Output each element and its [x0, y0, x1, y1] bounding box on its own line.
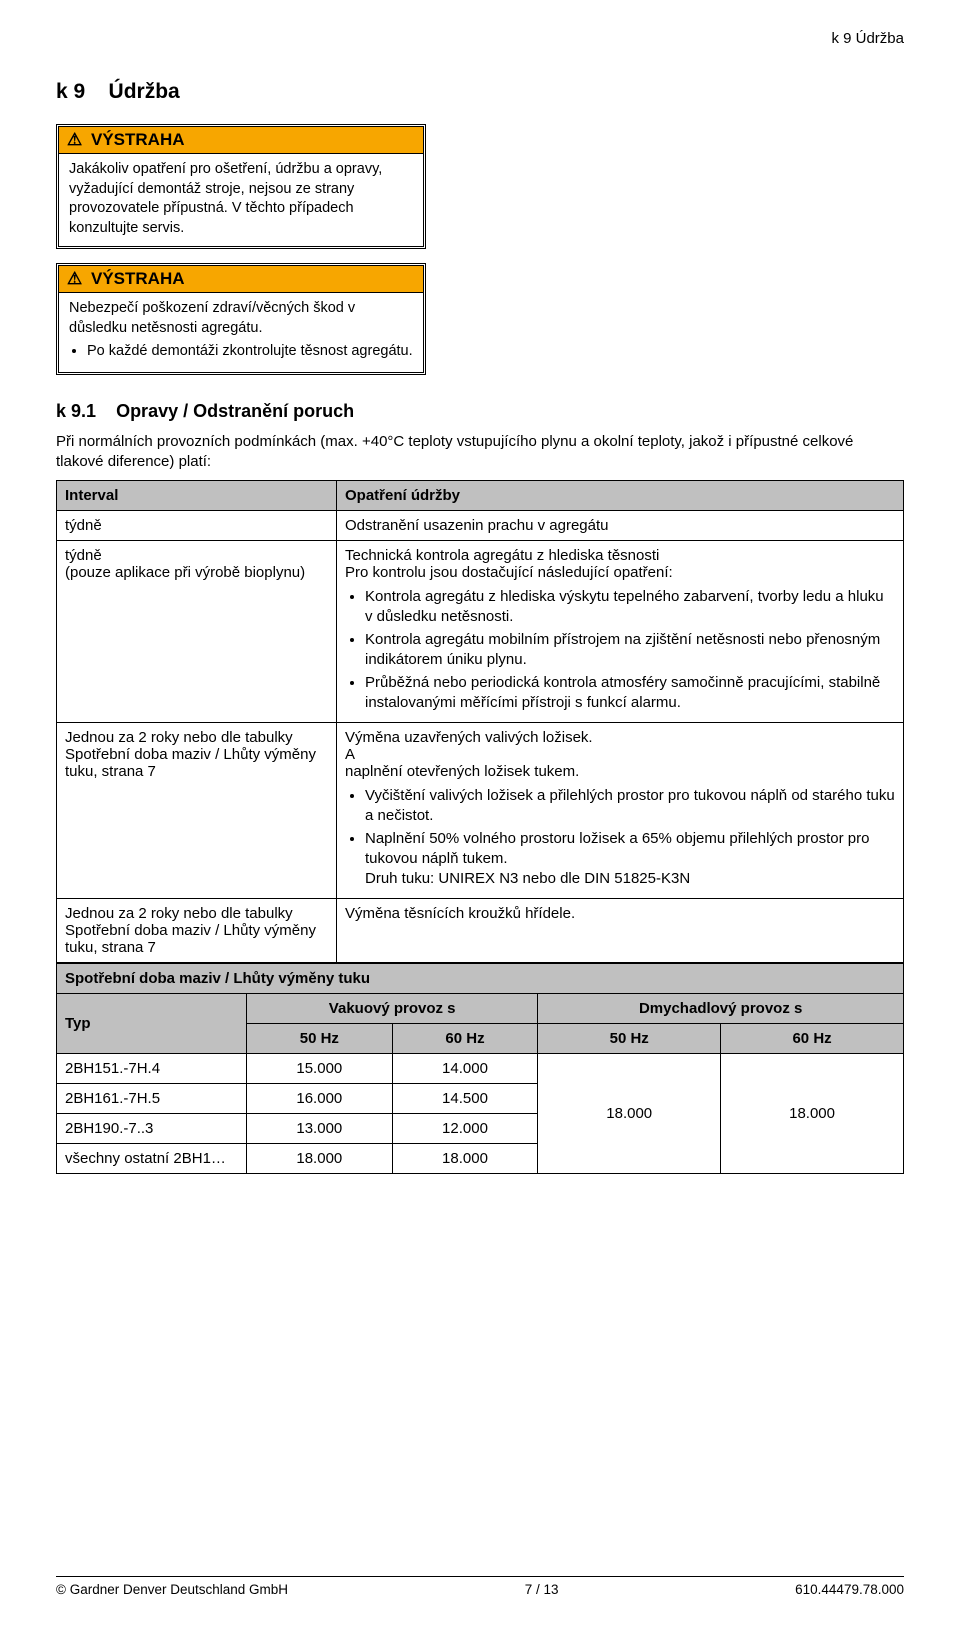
footer-left: © Gardner Denver Deutschland GmbH [56, 1582, 288, 1597]
val-cell: 16.000 [247, 1083, 393, 1113]
action-bullet: Průběžná nebo periodická kontrola atmosf… [365, 673, 895, 713]
warning-box-1: ⚠ VÝSTRAHA Jakákoliv opatření pro ošetře… [56, 124, 426, 249]
footer-center: 7 / 13 [525, 1582, 559, 1597]
table-header-row: Interval Opatření údržby [57, 481, 904, 511]
val-cell: 14.500 [392, 1083, 538, 1113]
action-cell: Odstranění usazenin prachu v agregátu [337, 511, 904, 541]
table-row: Jednou za 2 roky nebo dle tabulky Spotře… [57, 898, 904, 962]
interval-cell: Jednou za 2 roky nebo dle tabulky Spotře… [57, 898, 337, 962]
table-row: týdně (pouze aplikace při výrobě bioplyn… [57, 541, 904, 723]
hz-50: 50 Hz [247, 1023, 393, 1053]
interval-cell: týdně [57, 511, 337, 541]
interval-cell: Jednou za 2 roky nebo dle tabulky Spotře… [57, 723, 337, 899]
warning-badge: VÝSTRAHA [91, 130, 185, 149]
page-header-right: k 9 Údržba [831, 30, 904, 47]
warning-body: Nebezpečí poškození zdraví/věcných škod … [59, 293, 423, 372]
col-type: Typ [57, 993, 247, 1053]
warning-icon: ⚠ [67, 269, 82, 289]
type-cell: 2BH161.-7H.5 [57, 1083, 247, 1113]
action-bullet: Naplnění 50% volného prostoru ložisek a … [365, 829, 895, 889]
type-cell: 2BH151.-7H.4 [57, 1053, 247, 1083]
table-row: 2BH151.-7H.4 15.000 14.000 18.000 18.000 [57, 1053, 904, 1083]
footer-right: 610.44479.78.000 [795, 1582, 904, 1597]
section-num: k 9 [56, 80, 85, 103]
hz-60: 60 Hz [392, 1023, 538, 1053]
section-name: Údržba [109, 80, 180, 103]
action-lead: Pro kontrolu jsou dostačující následujíc… [345, 564, 673, 581]
grease-table: Typ Vakuový provoz s Dmychadlový provoz … [56, 993, 904, 1174]
subsection-name: Opravy / Odstranění poruch [116, 401, 354, 421]
action-lead: Technická kontrola agregátu z hlediska t… [345, 547, 659, 564]
interval-cell: týdně (pouze aplikace při výrobě bioplyn… [57, 541, 337, 723]
maintenance-table: Interval Opatření údržby týdně Odstraněn… [56, 480, 904, 962]
interval-line: týdně [65, 547, 102, 564]
action-cell: Výměna těsnících kroužků hřídele. [337, 898, 904, 962]
type-cell: 2BH190.-7..3 [57, 1113, 247, 1143]
warning-icon: ⚠ [67, 130, 82, 150]
intro-paragraph: Při normálních provozních podmínkách (ma… [56, 432, 904, 473]
action-cell: Technická kontrola agregátu z hlediska t… [337, 541, 904, 723]
subsection-title: k 9.1 Opravy / Odstranění poruch [56, 401, 904, 422]
val-cell: 14.000 [392, 1053, 538, 1083]
action-line: naplnění otevřených ložisek tukem. [345, 763, 579, 780]
val-cell: 12.000 [392, 1113, 538, 1143]
action-bullet: Vyčištění valivých ložisek a přilehlých … [365, 786, 895, 826]
col-blower: Dmychadlový provoz s [538, 993, 904, 1023]
table-header-row: Typ Vakuový provoz s Dmychadlový provoz … [57, 993, 904, 1023]
warning-header: ⚠ VÝSTRAHA [59, 127, 423, 154]
val-cell: 18.000 [538, 1053, 721, 1173]
action-line: A [345, 746, 355, 763]
warning-text: Nebezpečí poškození zdraví/věcných škod … [69, 300, 355, 336]
section-title: k 9 Údržba [56, 80, 904, 104]
action-line: Výměna uzavřených valivých ložisek. [345, 729, 593, 746]
warning-box-2: ⚠ VÝSTRAHA Nebezpečí poškození zdraví/vě… [56, 263, 426, 375]
warning-body: Jakákoliv opatření pro ošetření, údržbu … [59, 154, 423, 246]
grease-table-title: Spotřební doba maziv / Lhůty výměny tuku [56, 963, 904, 993]
warning-bullet: Po každé demontáži zkontrolujte těsnost … [87, 342, 413, 362]
action-cell: Výměna uzavřených valivých ložisek. A na… [337, 723, 904, 899]
val-cell: 13.000 [247, 1113, 393, 1143]
col-vacuum: Vakuový provoz s [247, 993, 538, 1023]
table-row: týdně Odstranění usazenin prachu v agreg… [57, 511, 904, 541]
subsection-num: k 9.1 [56, 401, 96, 421]
action-bullet: Kontrola agregátu z hlediska výskytu tep… [365, 587, 895, 627]
col-interval: Interval [57, 481, 337, 511]
page-footer: © Gardner Denver Deutschland GmbH 7 / 13… [56, 1576, 904, 1597]
val-cell: 18.000 [392, 1143, 538, 1173]
val-cell: 15.000 [247, 1053, 393, 1083]
type-cell: všechny ostatní 2BH1… [57, 1143, 247, 1173]
val-cell: 18.000 [721, 1053, 904, 1173]
warning-header: ⚠ VÝSTRAHA [59, 266, 423, 293]
hz-60: 60 Hz [721, 1023, 904, 1053]
interval-line: (pouze aplikace při výrobě bioplynu) [65, 564, 305, 581]
hz-50: 50 Hz [538, 1023, 721, 1053]
action-bullet: Kontrola agregátu mobilním přístrojem na… [365, 630, 895, 670]
warning-badge: VÝSTRAHA [91, 269, 185, 288]
table-row: Jednou za 2 roky nebo dle tabulky Spotře… [57, 723, 904, 899]
col-action: Opatření údržby [337, 481, 904, 511]
val-cell: 18.000 [247, 1143, 393, 1173]
